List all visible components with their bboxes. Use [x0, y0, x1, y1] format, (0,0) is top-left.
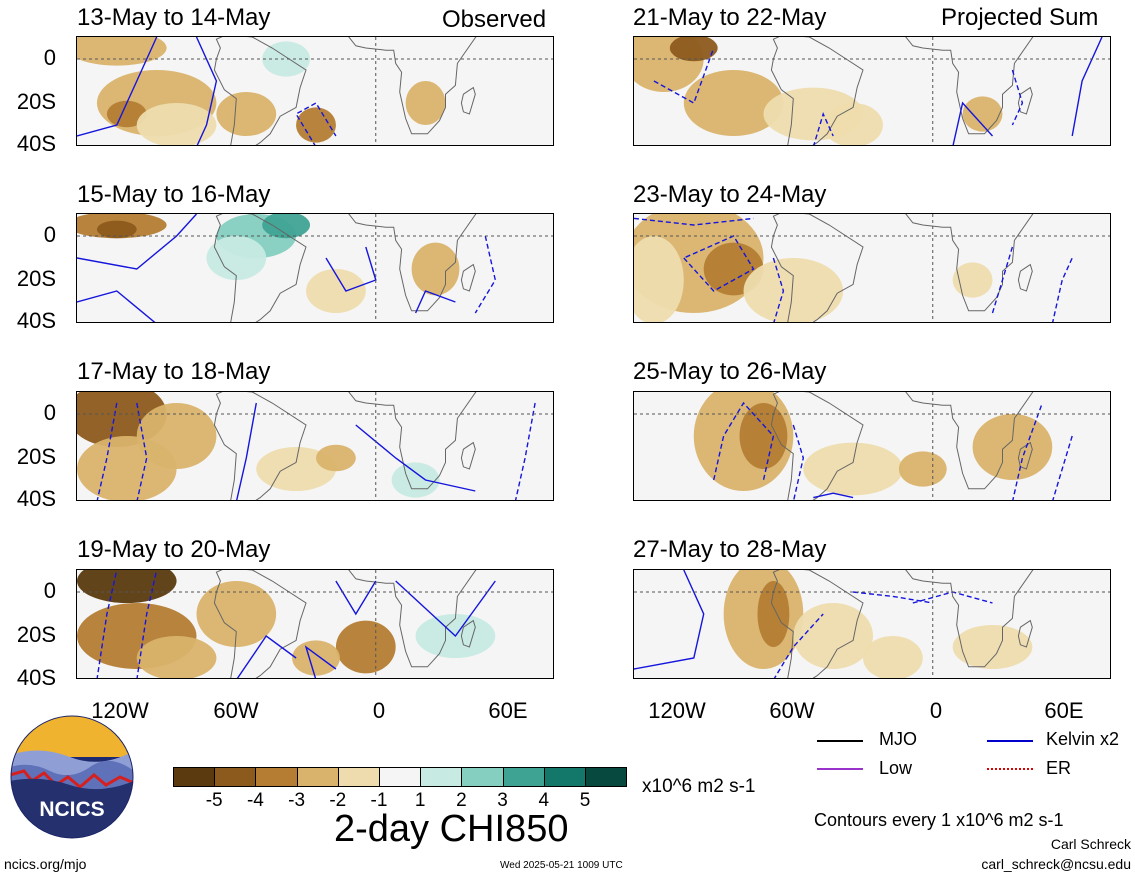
lat-label-40s: 40S — [16, 665, 56, 690]
map-panel-projected-0 — [633, 36, 1111, 146]
author-email: carl_schreck@ncsu.edu — [981, 856, 1131, 872]
colorbar-label-7: 3 — [497, 790, 508, 811]
observed-label: Observed — [442, 6, 547, 33]
lon-label-0: 0 — [372, 698, 386, 723]
colorbar-swatch-4 — [337, 767, 380, 787]
colorbar-swatch-3 — [296, 767, 339, 787]
panel-title-l0: 13-May to 14-May — [77, 4, 271, 31]
mjo-legend-label: MJO — [879, 729, 917, 749]
panel-title-r2: 25-May to 26-May — [633, 358, 827, 385]
low-legend-line — [817, 768, 863, 770]
map-panel-projected-1 — [633, 213, 1111, 323]
colorbar-swatch-6 — [420, 767, 463, 787]
colorbar-label-8: 4 — [538, 790, 550, 811]
colorbar-units: x10^6 m2 s-1 — [642, 776, 756, 797]
site-url: ncics.org/mjo — [4, 856, 87, 872]
author: Carl Schreck — [1050, 836, 1131, 852]
colorbar-swatch-2 — [255, 767, 298, 787]
lon-label-60w: 60W — [769, 698, 815, 723]
projected-sum-label: Projected Sum — [941, 4, 1099, 31]
colorbar-swatch-7 — [461, 767, 504, 787]
colorbar-label-3: -2 — [329, 790, 347, 811]
timestamp: Wed 2025-05-21 1009 UTC — [500, 860, 623, 871]
map-panel-observed-0 — [76, 36, 554, 146]
mjo-legend-line — [817, 740, 863, 742]
colorbar-label-5: 1 — [414, 790, 426, 811]
colorbar-label-4: -1 — [370, 790, 388, 811]
lat-label-20s: 20S — [16, 89, 56, 114]
lat-label-40s: 40S — [16, 486, 56, 511]
colorbar-label-9: 5 — [579, 790, 591, 811]
lat-label-20s: 20S — [16, 266, 56, 291]
lat-label-40s: 40S — [16, 308, 56, 333]
lat-label-0: 0 — [43, 578, 56, 603]
lon-label-120w: 120W — [648, 698, 706, 723]
svg-text:NCICS: NCICS — [39, 798, 104, 821]
lon-label-60w: 60W — [213, 698, 259, 723]
lon-label-120w: 120W — [91, 698, 149, 723]
lat-label-20s: 20S — [16, 444, 56, 469]
panel-title-r3: 27-May to 28-May — [633, 536, 827, 563]
colorbar-label-6: 2 — [456, 790, 467, 811]
lat-label-20s: 20S — [16, 622, 56, 647]
map-panel-observed-3 — [76, 569, 554, 679]
lat-label-0: 0 — [43, 45, 56, 70]
lon-label-0: 0 — [929, 698, 943, 723]
colorbar-swatch-9 — [543, 767, 586, 787]
low-legend-label: Low — [879, 758, 913, 778]
colorbar-swatch-0 — [173, 767, 216, 787]
lat-label-40s: 40S — [16, 131, 56, 156]
colorbar-label-0: -5 — [205, 790, 223, 811]
er-legend-label: ER — [1046, 758, 1072, 778]
panel-title-l2: 17-May to 18-May — [77, 358, 271, 385]
map-panel-projected-3 — [633, 569, 1111, 679]
map-panel-observed-1 — [76, 213, 554, 323]
colorbar-swatch-10 — [585, 767, 628, 787]
map-panel-observed-2 — [76, 391, 554, 501]
lon-label-60e: 60E — [488, 698, 528, 723]
lat-label-0: 0 — [43, 400, 56, 425]
er-legend-line — [987, 768, 1033, 770]
colorbar-label-1: -4 — [246, 790, 264, 811]
colorbar-label-2: -3 — [288, 790, 306, 811]
panel-title-l3: 19-May to 20-May — [77, 536, 271, 563]
kelvin-legend-line — [987, 740, 1033, 742]
ncics-logo: NCICS — [10, 715, 134, 839]
main-title: 2-day CHI850 — [334, 808, 569, 850]
lat-label-0: 0 — [43, 222, 56, 247]
lon-label-60e: 60E — [1044, 698, 1084, 723]
panel-title-r0: 21-May to 22-May — [633, 4, 827, 31]
panel-title-l1: 15-May to 16-May — [77, 181, 271, 208]
panel-title-r1: 23-May to 24-May — [633, 181, 827, 208]
colorbar-swatch-1 — [214, 767, 257, 787]
colorbar-swatch-8 — [502, 767, 545, 787]
map-panel-projected-2 — [633, 391, 1111, 501]
contour-note: Contours every 1 x10^6 m2 s-1 — [814, 810, 1064, 830]
kelvin-legend-label: Kelvin x2 — [1046, 729, 1120, 749]
colorbar-swatch-5 — [379, 767, 422, 787]
